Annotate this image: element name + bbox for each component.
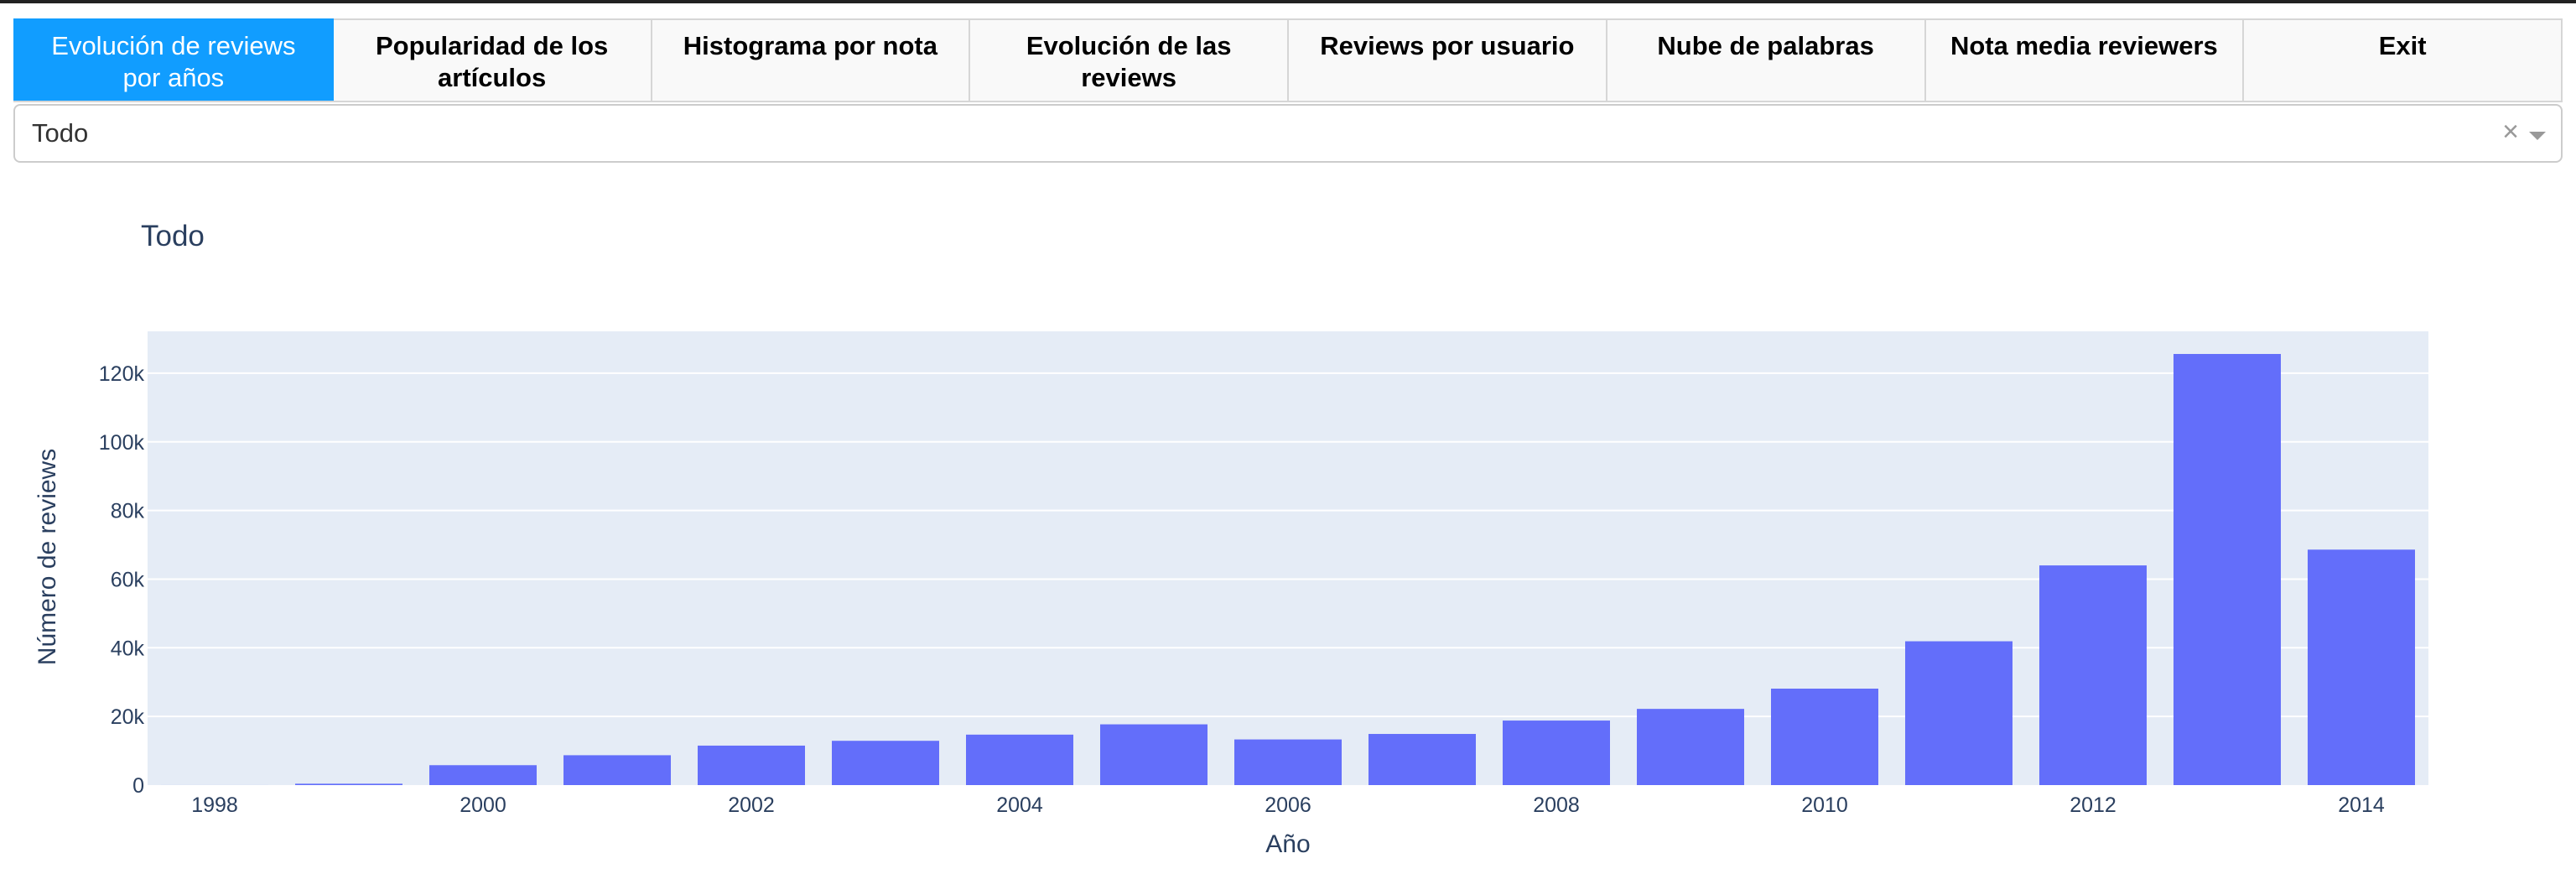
bar-2006: [1234, 739, 1342, 785]
x-tick-label: 2002: [728, 793, 775, 817]
gridlines: [148, 372, 2428, 718]
tab-exit[interactable]: Exit: [2244, 18, 2563, 101]
bar-2011: [1905, 641, 2012, 785]
x-tick-label: 2010: [1801, 793, 1848, 817]
dropdown-selected-value: Todo: [32, 118, 89, 148]
bar-2009: [1637, 709, 1744, 785]
y-tick-label: 20k: [111, 705, 145, 729]
y-tick-label: 0: [132, 774, 144, 798]
x-axis-ticks: 1998 2000 2002 2004 2006 2008 2010 2012 2014: [191, 793, 2385, 817]
y-tick-label: 80k: [111, 500, 145, 523]
bar-2014: [2308, 549, 2415, 785]
bar-1999: [295, 783, 402, 785]
x-tick-label: 2004: [996, 793, 1043, 817]
tab-evolucion-reviews-por-anos[interactable]: Evolución de reviews por años: [13, 18, 334, 101]
tab-reviews-por-usuario[interactable]: Reviews por usuario: [1289, 18, 1607, 101]
bar-2004: [966, 734, 1073, 785]
bar-2005: [1100, 724, 1208, 785]
top-border: [0, 0, 2576, 3]
tab-popularidad-articulos[interactable]: Popularidad de los artículos: [333, 18, 652, 101]
bar-2000: [429, 765, 537, 785]
tab-nube-de-palabras[interactable]: Nube de palabras: [1607, 18, 1926, 101]
chart-title: Todo: [141, 220, 205, 252]
x-tick-label: 2006: [1265, 793, 1311, 817]
y-tick-label: 40k: [111, 637, 145, 660]
x-tick-label: 1998: [191, 793, 238, 817]
bar-2012: [2039, 565, 2147, 785]
y-tick-label: 60k: [111, 568, 145, 591]
y-axis-title: Número de reviews: [34, 449, 61, 665]
x-tick-label: 2012: [2070, 793, 2116, 817]
bar-2013: [2174, 354, 2281, 785]
bar-2001: [564, 755, 671, 785]
bars: [161, 354, 2415, 785]
bar-2007: [1368, 734, 1476, 785]
tab-nota-media-reviewers[interactable]: Nota media reviewers: [1925, 18, 2245, 101]
bar-2003: [832, 741, 939, 785]
close-icon[interactable]: ×: [2502, 116, 2519, 148]
x-tick-label: 2014: [2338, 793, 2385, 817]
tab-bar: Evolución de reviews por años Popularida…: [13, 18, 2563, 102]
y-axis-ticks: 0 20k 40k 60k 80k 100k 120k: [99, 362, 145, 798]
tab-evolucion-de-las-reviews[interactable]: Evolución de las reviews: [970, 18, 1289, 101]
bar-2002: [698, 745, 805, 785]
x-tick-label: 2000: [460, 793, 506, 817]
bar-2010: [1771, 689, 1878, 785]
x-tick-label: 2008: [1533, 793, 1580, 817]
x-axis-title: Año: [1265, 830, 1310, 858]
y-tick-label: 120k: [99, 362, 145, 386]
bar-2008: [1503, 721, 1610, 785]
category-dropdown[interactable]: Todo ×: [13, 104, 2563, 163]
tab-histograma-por-nota[interactable]: Histograma por nota: [652, 18, 971, 101]
y-tick-label: 100k: [99, 431, 145, 455]
chevron-down-icon[interactable]: [2529, 132, 2546, 140]
bar-chart: Todo 1998 2000 2002 2004 2006 2008 2010 2012 201…: [34, 220, 2428, 858]
